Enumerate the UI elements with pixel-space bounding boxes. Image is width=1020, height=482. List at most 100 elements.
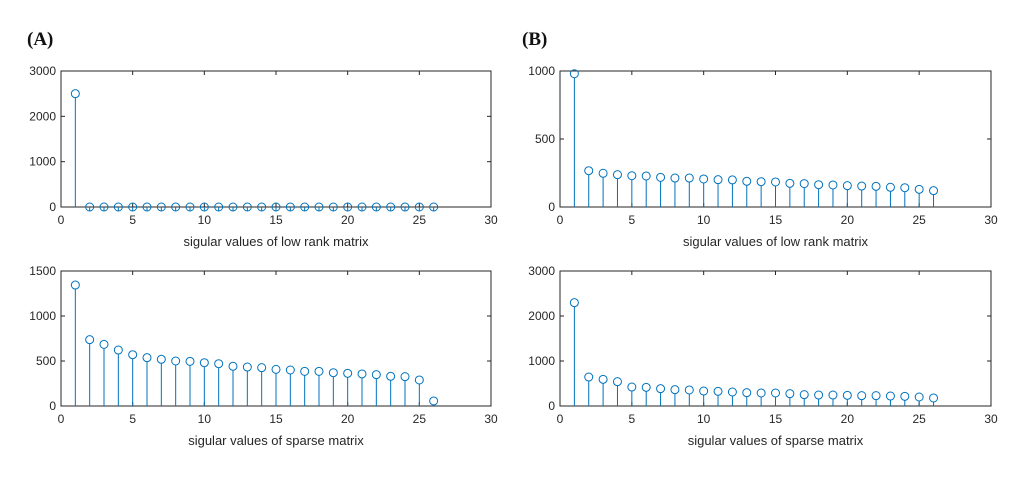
stem-marker	[271, 364, 281, 374]
stem-marker	[314, 202, 324, 212]
stem-marker	[857, 391, 867, 401]
stem-marker	[156, 354, 166, 364]
stem-marker	[684, 385, 694, 395]
stem-marker	[343, 202, 353, 212]
stem-marker	[357, 369, 367, 379]
stem-marker	[727, 175, 737, 185]
stem-marker	[742, 176, 752, 186]
stem-marker	[185, 202, 195, 212]
stem-marker	[598, 168, 608, 178]
stem-marker	[113, 345, 123, 355]
x-axis-label: sigular values of low rank matrix	[184, 234, 369, 249]
stem-marker	[156, 202, 166, 212]
stem-marker	[742, 388, 752, 398]
stem-marker	[914, 392, 924, 402]
x-tick-label: 0	[557, 412, 564, 426]
x-axis-label: sigular values of low rank matrix	[683, 234, 868, 249]
axes-box	[559, 270, 992, 407]
stem-marker	[929, 186, 939, 196]
stem-marker	[99, 339, 109, 349]
x-tick-label: 10	[198, 412, 212, 426]
stem-marker	[598, 374, 608, 384]
stem-marker	[185, 356, 195, 366]
stem-marker	[171, 356, 181, 366]
stem-marker	[885, 182, 895, 192]
x-tick-label: 25	[912, 412, 926, 426]
panel-label-b: (B)	[522, 29, 547, 50]
stem-marker	[300, 366, 310, 376]
stem-marker	[828, 180, 838, 190]
stem-marker	[242, 202, 252, 212]
stem-marker	[257, 202, 267, 212]
y-tick-label: 0	[548, 200, 555, 214]
stem-marker	[386, 202, 396, 212]
stem-marker	[343, 368, 353, 378]
stem-marker	[771, 388, 780, 398]
y-tick-label: 0	[548, 399, 555, 413]
x-tick-label: 10	[697, 412, 711, 426]
stem-marker	[871, 181, 881, 191]
stem-marker	[857, 181, 867, 191]
stem-plot-2: 0 5 10 15 20 25 30 0 500 1000 sigular values of lo…	[528, 64, 998, 249]
stem-marker	[371, 202, 381, 212]
stem-marker	[142, 353, 152, 363]
x-tick-label: 0	[557, 213, 564, 227]
stem-marker	[584, 372, 594, 382]
stem-marker	[271, 202, 281, 212]
stem-marker	[228, 202, 238, 212]
stem-marker	[357, 202, 367, 212]
stem-marker	[885, 391, 895, 401]
stem-marker	[814, 390, 824, 400]
stem-marker	[871, 391, 881, 401]
x-tick-label: 15	[269, 412, 283, 426]
stem-marker	[242, 362, 252, 372]
stem-marker	[713, 386, 723, 396]
stem-marker	[914, 184, 924, 194]
axes-box	[60, 70, 492, 208]
stem-marker	[300, 202, 310, 212]
stem-marker	[414, 375, 424, 385]
stem-marker	[85, 202, 95, 212]
x-tick-label: 0	[58, 213, 65, 227]
x-tick-label: 0	[58, 412, 65, 426]
x-axis-label: sigular values of sparse matrix	[188, 433, 364, 448]
stem-marker	[314, 366, 324, 376]
stem-marker	[929, 393, 939, 403]
x-axis-label: sigular values of sparse matrix	[688, 433, 864, 448]
stem-marker	[670, 385, 680, 395]
stem-marker	[386, 371, 396, 381]
x-tick-label: 30	[984, 412, 998, 426]
stem-marker	[328, 368, 338, 378]
y-tick-label: 1000	[528, 354, 555, 368]
stem-marker	[128, 350, 138, 360]
x-tick-label: 30	[484, 412, 498, 426]
stem-marker	[171, 202, 181, 212]
stem-marker	[627, 171, 637, 181]
x-tick-label: 30	[984, 213, 998, 227]
y-tick-label: 1500	[29, 264, 56, 278]
y-tick-label: 500	[36, 354, 56, 368]
x-tick-label: 20	[841, 213, 855, 227]
x-tick-label: 30	[484, 213, 498, 227]
x-tick-label: 25	[912, 213, 926, 227]
stem-marker	[400, 202, 410, 212]
stem-marker	[756, 388, 766, 398]
stem-marker	[771, 177, 780, 187]
stem-marker	[727, 387, 737, 397]
stem-marker	[670, 173, 680, 183]
panel-label-a: (A)	[27, 29, 53, 50]
y-tick-label: 500	[535, 132, 555, 146]
stem-marker	[656, 384, 666, 394]
x-tick-label: 10	[697, 213, 711, 227]
stem-marker	[429, 202, 439, 212]
y-tick-label: 2000	[29, 109, 56, 123]
stem-marker	[900, 391, 910, 401]
y-tick-label: 1000	[528, 64, 555, 78]
stem-marker	[285, 202, 295, 212]
y-tick-label: 2000	[528, 309, 555, 323]
stem-marker	[285, 365, 295, 375]
x-tick-label: 10	[198, 213, 212, 227]
y-tick-label: 3000	[528, 264, 555, 278]
stem-marker	[756, 177, 766, 187]
stem-marker	[371, 370, 381, 380]
